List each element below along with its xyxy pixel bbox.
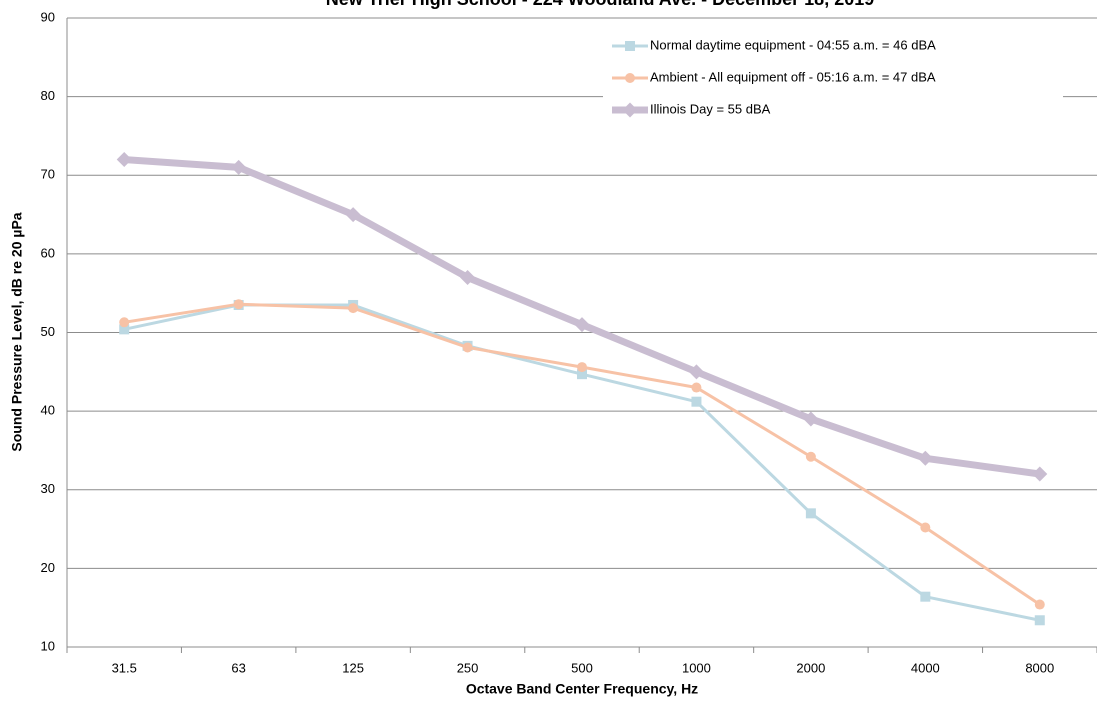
y-tick-label: 90 — [41, 9, 55, 24]
y-tick-label: 80 — [41, 88, 55, 103]
marker — [805, 451, 816, 462]
marker — [1032, 466, 1048, 482]
marker — [803, 411, 819, 427]
marker — [1034, 615, 1045, 626]
marker — [233, 299, 244, 310]
marker — [917, 450, 933, 466]
marker — [574, 317, 590, 333]
marker — [348, 303, 359, 314]
marker — [231, 159, 247, 175]
marker — [691, 382, 702, 393]
x-tick-label: 4000 — [911, 660, 940, 675]
series-line — [123, 302, 1041, 606]
y-tick-label: 50 — [41, 324, 55, 339]
marker — [625, 73, 635, 83]
legend-box — [603, 30, 1063, 130]
y-tick-label: 30 — [41, 481, 55, 496]
marker — [462, 342, 473, 353]
x-tick-label: 500 — [571, 660, 593, 675]
legend-label: Ambient - All equipment off - 05:16 a.m.… — [650, 69, 936, 84]
x-tick-label: 125 — [342, 660, 364, 675]
marker — [625, 41, 635, 51]
marker — [577, 362, 587, 373]
marker — [622, 102, 638, 118]
marker — [119, 317, 130, 328]
x-tick-label: 1000 — [682, 660, 711, 675]
x-tick-label: 8000 — [1025, 660, 1054, 675]
marker — [920, 522, 931, 533]
chart-title: New Trier High School - 224 Woodland Ave… — [326, 0, 875, 9]
marker — [119, 324, 130, 335]
series-line — [123, 156, 1041, 478]
x-tick-label: 250 — [457, 660, 479, 675]
marker — [691, 396, 702, 407]
y-axis-label: Sound Pressure Level, dB re 20 µPa — [9, 212, 25, 451]
y-tick-label: 70 — [41, 167, 55, 182]
legend-label: Illinois Day = 55 dBA — [650, 101, 771, 116]
marker — [577, 369, 587, 380]
marker — [345, 207, 361, 223]
y-tick-label: 40 — [41, 403, 55, 418]
marker — [460, 269, 476, 285]
marker — [805, 508, 816, 519]
marker — [920, 591, 931, 602]
x-tick-label: 2000 — [796, 660, 825, 675]
marker — [688, 364, 704, 380]
x-tick-label: 31.5 — [112, 660, 137, 675]
series-line — [123, 303, 1041, 622]
y-tick-label: 10 — [41, 638, 55, 653]
y-tick-label: 20 — [41, 560, 55, 575]
marker — [116, 152, 132, 168]
x-axis-label: Octave Band Center Frequency, Hz — [466, 681, 698, 697]
marker — [1034, 599, 1045, 610]
y-tick-label: 60 — [41, 245, 55, 260]
legend-label: Normal daytime equipment - 04:55 a.m. = … — [650, 37, 936, 52]
x-tick-label: 63 — [231, 660, 245, 675]
